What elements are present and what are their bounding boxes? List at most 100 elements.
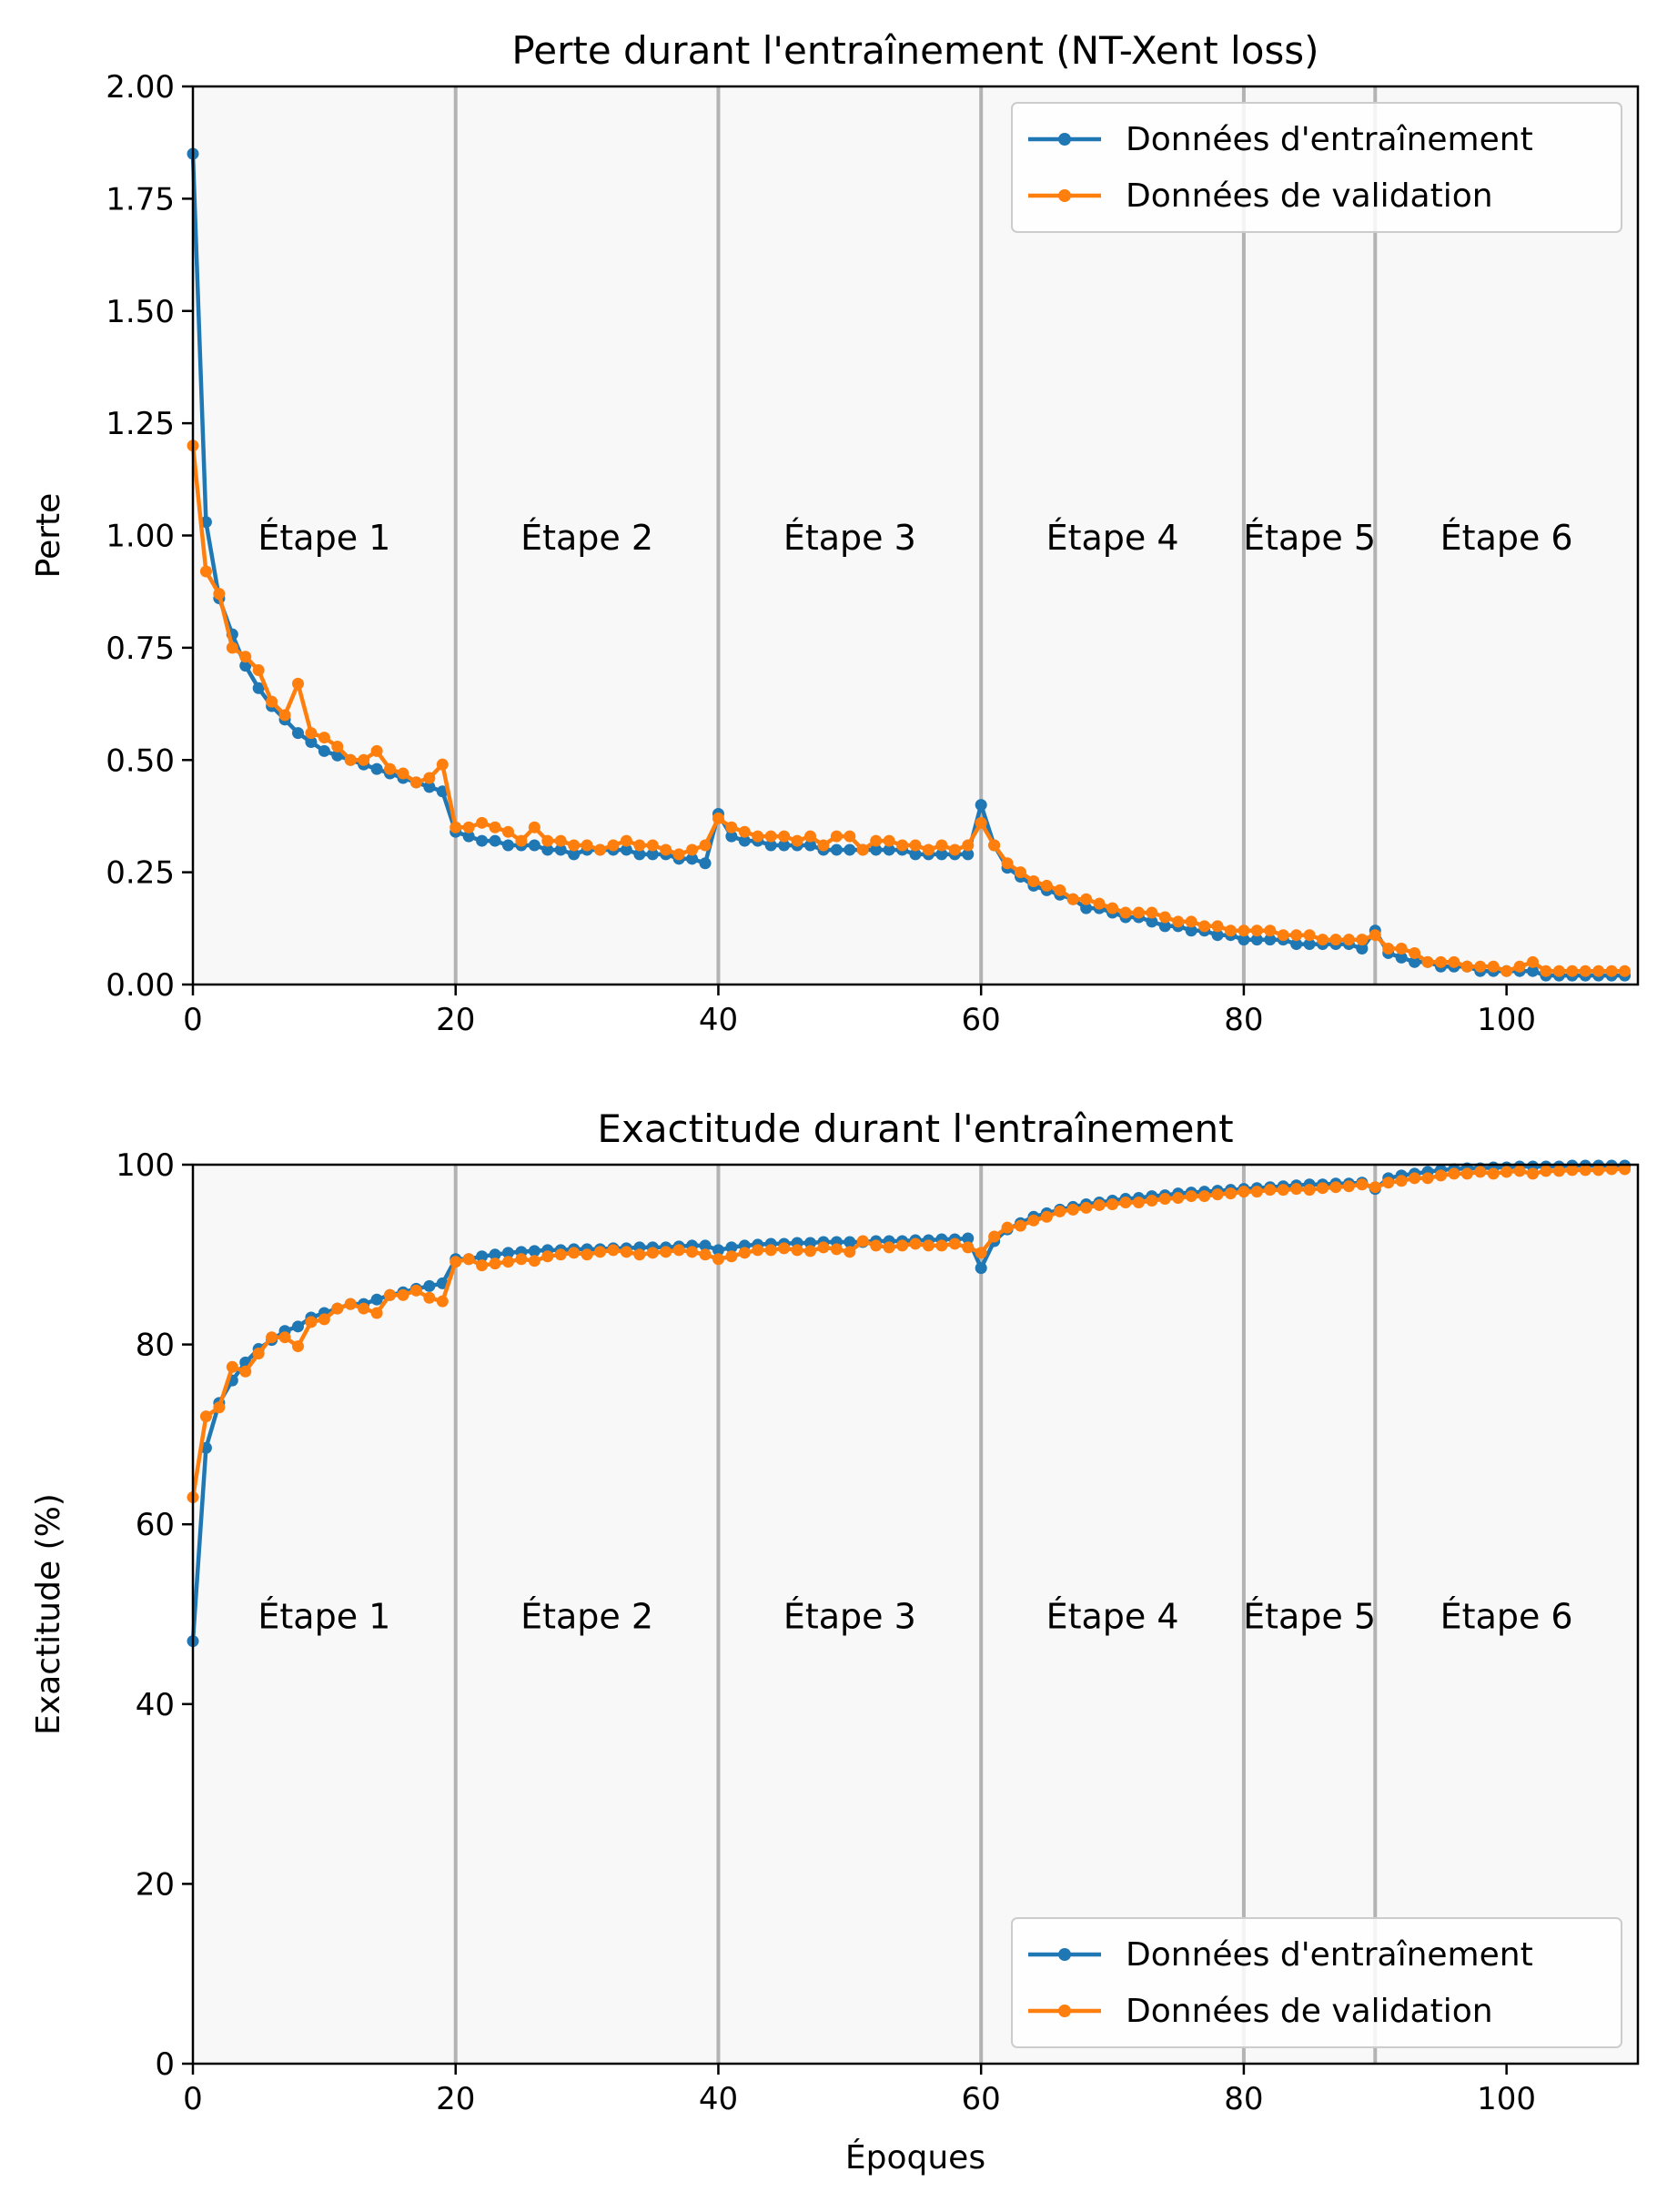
- data-point-val: [1592, 965, 1605, 977]
- data-point-val: [450, 1256, 462, 1268]
- data-point-train: [725, 1241, 738, 1254]
- data-point-train: [501, 839, 514, 852]
- data-point-val: [1119, 1196, 1132, 1208]
- data-point-train: [1158, 920, 1171, 933]
- data-point-val: [607, 839, 620, 852]
- stage-label: Étape 1: [258, 518, 390, 558]
- data-point-train: [1303, 938, 1316, 951]
- data-point-val: [830, 1243, 843, 1256]
- data-point-val: [1054, 1205, 1066, 1217]
- data-point-val: [1146, 1195, 1158, 1207]
- data-point-val: [1238, 1186, 1250, 1198]
- data-point-val: [1448, 1167, 1460, 1180]
- data-point-val: [1027, 874, 1040, 887]
- data-point-val: [1211, 920, 1224, 933]
- data-point-val: [1290, 929, 1303, 942]
- data-point-val: [817, 839, 830, 852]
- data-point-val: [305, 1316, 318, 1328]
- data-point-val: [1500, 1166, 1513, 1178]
- data-point-val: [1500, 965, 1513, 977]
- data-point-val: [370, 744, 383, 757]
- data-point-train: [1146, 915, 1158, 928]
- data-point-val: [1185, 915, 1197, 928]
- data-point-train: [476, 1250, 489, 1263]
- data-point-val: [752, 1244, 764, 1257]
- x-tick-label: 60: [962, 1002, 1001, 1038]
- data-point-val: [988, 1230, 1001, 1243]
- data-point-val: [764, 830, 777, 843]
- data-point-val: [1513, 1165, 1526, 1177]
- data-point-val: [1093, 1198, 1106, 1211]
- data-point-val: [436, 758, 449, 771]
- legend-box: [1011, 102, 1622, 233]
- data-point-val: [1369, 1181, 1381, 1194]
- data-point-val: [1540, 965, 1552, 977]
- data-point-train: [1356, 943, 1369, 955]
- data-point-val: [817, 1241, 830, 1254]
- data-point-val: [1395, 1175, 1408, 1187]
- data-point-val: [252, 1347, 265, 1359]
- data-point-val: [791, 1244, 803, 1257]
- stage-label: Étape 6: [1440, 518, 1573, 558]
- data-point-train: [1395, 951, 1408, 964]
- stage-label: Étape 2: [520, 518, 653, 558]
- data-point-val: [331, 740, 344, 752]
- data-point-train: [291, 727, 304, 740]
- data-point-val: [896, 1239, 909, 1252]
- data-point-val: [1487, 1167, 1500, 1180]
- data-point-train: [935, 848, 948, 861]
- data-point-val: [423, 772, 436, 784]
- data-point-val: [213, 1401, 226, 1414]
- data-point-val: [1552, 965, 1565, 977]
- stage-label: Étape 5: [1243, 518, 1376, 558]
- data-point-val: [1369, 929, 1381, 942]
- data-point-val: [988, 839, 1001, 852]
- data-point-val: [686, 1246, 699, 1258]
- data-point-val: [1277, 1184, 1289, 1197]
- data-point-val: [1290, 1183, 1303, 1196]
- data-point-val: [1303, 929, 1316, 942]
- data-point-val: [1395, 943, 1408, 955]
- data-point-val: [1409, 946, 1421, 959]
- data-point-val: [239, 1365, 252, 1378]
- data-point-val: [344, 1298, 357, 1310]
- x-tick-label: 20: [436, 1002, 475, 1038]
- y-tick-label: 1.00: [106, 519, 175, 555]
- data-point-val: [278, 709, 291, 722]
- legend-swatch-marker-val: [1058, 189, 1071, 202]
- data-point-val: [1540, 1165, 1552, 1177]
- data-point-val: [791, 834, 803, 847]
- y-tick-label: 0: [155, 2046, 175, 2083]
- data-point-val: [370, 1307, 383, 1319]
- data-point-val: [358, 1302, 370, 1315]
- data-point-val: [1054, 884, 1066, 896]
- data-point-val: [1027, 1214, 1040, 1227]
- axes-frame: [191, 1163, 1640, 2066]
- stage-label: Étape 1: [258, 1596, 390, 1636]
- data-point-val: [384, 763, 397, 775]
- data-point-val: [501, 825, 514, 838]
- data-point-val: [515, 834, 528, 847]
- data-point-train: [975, 799, 987, 812]
- data-point-val: [1224, 1187, 1237, 1200]
- data-point-val: [1317, 934, 1329, 946]
- data-point-val: [541, 834, 554, 847]
- stage-label: Étape 4: [1046, 1596, 1179, 1636]
- data-point-val: [1434, 955, 1447, 968]
- data-point-val: [725, 1250, 738, 1263]
- data-point-val: [1342, 1180, 1355, 1193]
- data-point-val: [358, 753, 370, 766]
- data-point-val: [672, 848, 685, 861]
- data-point-val: [1211, 1188, 1224, 1201]
- data-point-train: [318, 744, 330, 757]
- data-point-val: [804, 1245, 817, 1258]
- data-point-train: [844, 843, 856, 856]
- data-point-val: [686, 843, 699, 856]
- y-tick-label: 1.75: [106, 181, 175, 217]
- data-point-val: [266, 1331, 278, 1344]
- data-point-val: [384, 1288, 397, 1301]
- data-point-train: [423, 781, 436, 793]
- data-point-val: [1066, 1203, 1079, 1216]
- data-point-val: [1014, 1219, 1026, 1232]
- data-point-val: [1592, 1164, 1605, 1177]
